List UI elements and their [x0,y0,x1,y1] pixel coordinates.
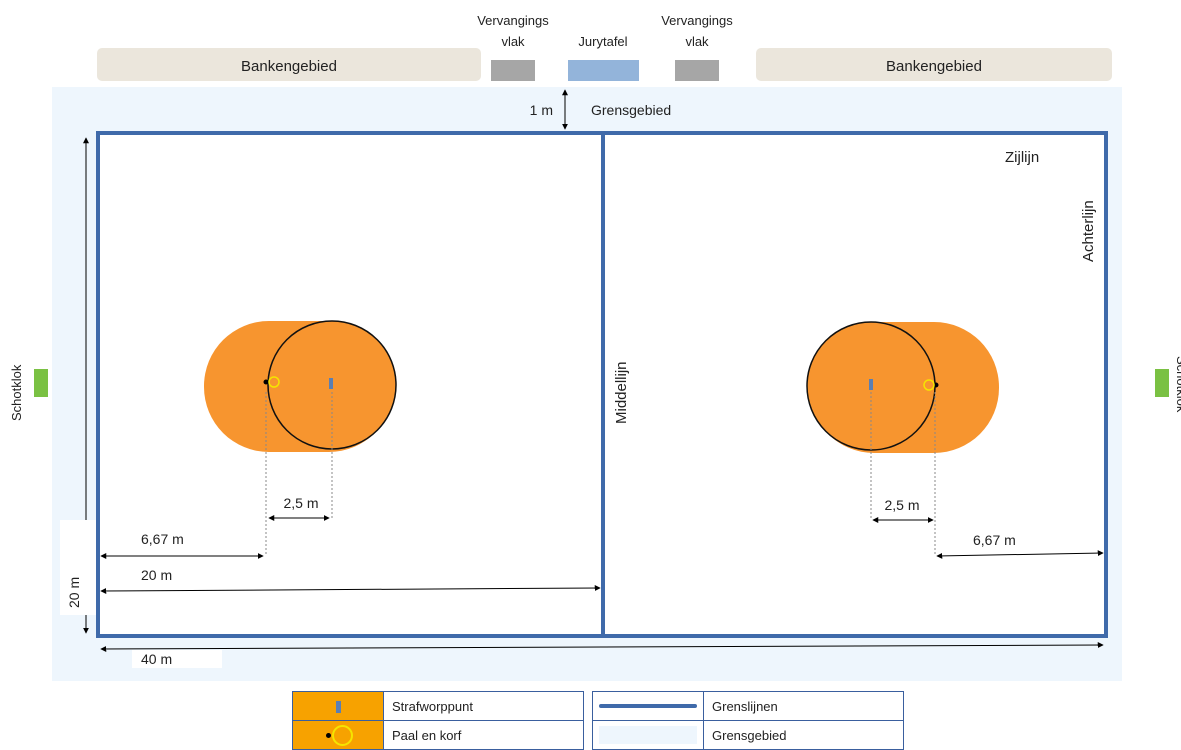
legend-row: Strafworppunt Grenslijnen [292,691,904,721]
basket-left [268,376,280,388]
boundary-line-icon [599,704,697,708]
guide-lines [265,392,936,556]
substitution-zone-left [491,60,535,81]
width-label-bg [60,520,96,615]
dim-label-right-post: 6,67 m [973,532,1016,548]
midline-label: Middellijn [613,361,630,424]
substitution-zone-right [675,60,719,81]
length-label-bg [132,650,222,668]
dim-arrow-half-length [100,585,601,594]
substitution-zone-right-label-2: vlak [685,34,709,49]
legend-lines-swatch [592,691,704,721]
gap-label: 1 m [530,102,553,118]
dim-arrow-right-post [936,550,1104,559]
bench-area-right [756,48,1112,81]
shot-clock-left-label: Schotklok [9,364,24,421]
substitution-zone-left-label-1: Vervangings [477,13,549,28]
dim-label-right-penalty: 2,5 m [884,497,919,513]
substitution-zone-left-label-2: vlak [501,34,525,49]
dim-label-half-length: 20 m [141,567,172,583]
post-right [933,382,939,388]
jury-table-label: Jurytafel [578,34,627,49]
legend-area-label: Grensgebied [703,720,904,750]
dim-arrow-length [100,642,1104,652]
bench-area-right-label: Bankengebied [886,58,982,75]
legend-penalty-label: Strafworppunt [383,691,584,721]
backline-label: Achterlijn [1080,200,1097,262]
basket-right [923,379,935,391]
dim-label-width: 20 m [66,577,82,608]
legend-area-swatch [592,720,704,750]
dim-label-left-post: 6,67 m [141,531,184,547]
penalty-point-left [329,378,333,389]
shot-clock-left [34,369,48,397]
penalty-point-right [869,379,873,390]
legend: Strafworppunt Grenslijnen Paal en korf G… [292,691,904,750]
shot-clock-right [1155,369,1169,397]
dim-label-length: 40 m [141,651,172,667]
legend-lines-label: Grenslijnen [703,691,904,721]
penalty-point-icon [335,701,341,714]
legend-post-swatch [292,720,384,750]
boundary-area-icon [599,726,697,744]
legend-penalty-swatch [292,691,384,721]
bench-area-left-label: Bankengebied [241,58,337,75]
bench-area-left [97,48,481,81]
jury-table [568,60,639,81]
substitution-zone-right-label-1: Vervangings [661,13,733,28]
legend-post-label: Paal en korf [383,720,584,750]
dim-label-left-penalty: 2,5 m [283,495,318,511]
sideline-label: Zijlijn [1005,149,1039,166]
boundary-zone-label: Grensgebied [591,102,671,118]
post-basket-icon [318,724,358,746]
legend-row: Paal en korf Grensgebied [292,720,904,750]
post-left [263,379,269,385]
shot-clock-right-label: Schotklok [1174,356,1181,413]
